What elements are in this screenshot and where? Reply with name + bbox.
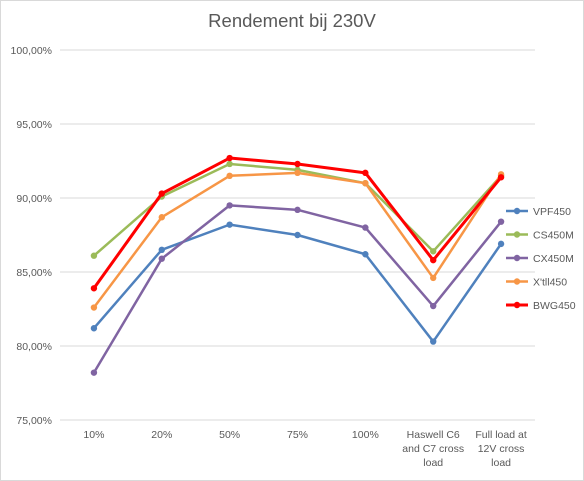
legend-marker (513, 231, 521, 238)
series-line (92, 204, 503, 374)
x-tick-label-line: load (491, 457, 511, 469)
data-point (430, 256, 437, 264)
series-0 (90, 221, 505, 345)
legend-label: X'tll450 (533, 277, 567, 289)
x-tick-label-line: load (423, 457, 443, 469)
x-tick-label: 20% (151, 429, 172, 441)
data-point (430, 338, 437, 345)
legend-item: X'tll450 (506, 277, 567, 289)
legend-label: CX450M (533, 253, 574, 265)
series-line (92, 171, 503, 309)
data-point (362, 169, 369, 177)
legend-marker (513, 301, 521, 309)
y-tick-label: 100,00% (11, 45, 52, 57)
legend-marker (513, 254, 521, 262)
x-axis-ticks: 10% 20% 50% 75% 100% Haswell C6 and C7 cross lo… (83, 429, 526, 469)
legend-marker (513, 207, 521, 215)
data-point (226, 172, 233, 179)
y-axis-ticks: 75,00% 80,00% 85,00% 90,00% 95,00% 100,00% (11, 45, 52, 427)
legend-label: BWG450 (533, 300, 576, 312)
x-tick-label: 100% (352, 429, 379, 441)
data-point (158, 255, 165, 262)
legend-item: CX450M (506, 253, 574, 265)
data-point (430, 302, 437, 310)
data-point (90, 325, 98, 332)
x-tick-label-line: Haswell C6 (407, 429, 460, 441)
data-point (294, 231, 301, 239)
data-point (497, 218, 505, 225)
legend-label: CS450M (533, 230, 574, 242)
legend: VPF450 CS450M CX450M X'tll450 BWG450 (506, 206, 576, 312)
x-tick-label-line: 50% (219, 429, 240, 441)
data-point (90, 304, 98, 311)
x-tick-label-line: Full load at (475, 429, 526, 441)
chart-title: Rendement bij 230V (208, 10, 376, 31)
gridlines (60, 49, 535, 421)
series-4 (90, 154, 505, 292)
data-point (226, 202, 233, 209)
data-point (158, 190, 165, 197)
data-point (294, 169, 301, 177)
data-point (294, 160, 301, 168)
x-tick-label: 10% (83, 429, 104, 441)
data-point (362, 180, 369, 187)
y-tick-label: 90,00% (16, 193, 52, 205)
x-tick-label-line: 75% (287, 429, 308, 441)
x-tick-label: 75% (287, 429, 308, 441)
legend-label: VPF450 (533, 206, 571, 218)
data-point (430, 274, 437, 282)
data-point (158, 214, 165, 221)
data-point (90, 369, 98, 376)
x-tick-label: Full load at 12V cross load (475, 429, 526, 469)
data-point (226, 154, 233, 162)
series-lines (90, 154, 505, 376)
y-tick-label: 95,00% (16, 119, 52, 131)
data-point (226, 160, 233, 168)
data-point (226, 221, 233, 228)
data-point (158, 246, 165, 253)
series-2 (90, 202, 505, 376)
data-point (362, 224, 369, 231)
data-point (430, 248, 437, 255)
x-tick-label: Haswell C6 and C7 cross load (402, 429, 464, 469)
data-point (90, 252, 98, 259)
legend-item: VPF450 (506, 206, 571, 218)
data-point (294, 206, 301, 214)
y-tick-label: 85,00% (16, 267, 52, 279)
x-tick-label-line: 100% (352, 429, 379, 441)
data-point (497, 240, 505, 248)
legend-item: CS450M (506, 230, 574, 242)
data-point (362, 251, 369, 258)
x-tick-label-line: 10% (83, 429, 104, 441)
x-tick-label-line: 12V cross (478, 443, 525, 455)
y-tick-label: 80,00% (16, 341, 52, 353)
x-tick-label: 50% (219, 429, 240, 441)
legend-item: BWG450 (506, 300, 576, 312)
x-tick-label-line: 20% (151, 429, 172, 441)
data-point (497, 174, 505, 181)
legend-marker (513, 278, 521, 285)
y-tick-label: 75,00% (16, 415, 52, 427)
data-point (90, 285, 98, 292)
x-tick-label-line: and C7 cross (402, 443, 464, 455)
